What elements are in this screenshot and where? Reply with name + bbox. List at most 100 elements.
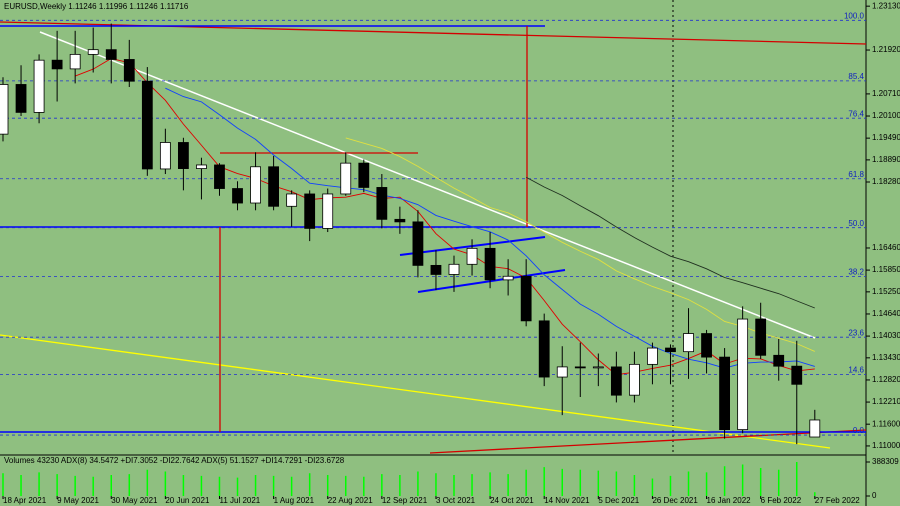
candle-body (574, 366, 586, 369)
volume-tick-label: 0 (872, 491, 877, 500)
moving-average (525, 176, 815, 309)
y-tick-label: 1.18280 (872, 177, 900, 186)
candle-body (0, 84, 9, 135)
chart-title: EURUSD,Weekly 1.11246 1.11996 1.11246 1.… (4, 2, 189, 11)
y-tick-label: 1.19490 (872, 133, 900, 142)
fib-label: 85.4 (848, 72, 864, 81)
candle-body (268, 166, 280, 207)
x-tick-label: 16 Jan 2022 (707, 496, 752, 505)
x-tick-label: 20 Jun 2021 (165, 496, 210, 505)
fib-label: 14.6 (848, 366, 864, 375)
candle-body (556, 366, 568, 378)
candle-body (647, 347, 658, 365)
x-tick-label: 6 Feb 2022 (761, 496, 802, 505)
x-tick-label: 18 Apr 2021 (3, 496, 47, 505)
fib-label: 100.0 (844, 11, 865, 20)
candle-body (592, 366, 604, 369)
candle-body (394, 218, 406, 223)
x-tick-label: 12 Sep 2021 (382, 496, 428, 505)
x-tick-label: 11 Jul 2021 (219, 496, 260, 505)
x-tick-label: 3 Oct 2021 (436, 496, 476, 505)
volume-tick-label: 388309 (872, 457, 899, 466)
candle-body (15, 84, 27, 113)
candle-body (232, 188, 243, 204)
y-tick-label: 1.13430 (872, 353, 900, 362)
candle-body (105, 49, 117, 60)
candle-body (809, 419, 821, 438)
candle-body (250, 166, 261, 204)
candle-body (755, 318, 767, 356)
candle-body (484, 247, 496, 281)
fib-label: 23.6 (848, 328, 864, 337)
candle-body (701, 333, 712, 358)
x-tick-label: 5 Dec 2021 (598, 496, 639, 505)
y-tick-label: 1.11000 (872, 441, 900, 450)
trend-line (429, 429, 867, 454)
fib-label: 50.0 (848, 219, 864, 228)
candle-body (376, 187, 388, 220)
candle-body (123, 59, 135, 82)
y-tick-label: 1.20710 (872, 89, 900, 98)
y-tick-label: 1.18890 (872, 155, 900, 164)
candle-body (665, 347, 676, 353)
candle-body (358, 162, 370, 188)
y-tick-label: 1.15250 (872, 287, 900, 296)
y-tick-label: 1.12820 (872, 375, 900, 384)
x-tick-label: 30 May 2021 (111, 496, 158, 505)
trend-line (39, 31, 816, 339)
candle-body (773, 354, 785, 367)
candle-body (502, 275, 514, 281)
candle-body (683, 333, 694, 353)
candle-body (51, 59, 63, 70)
y-tick-label: 1.23130 (872, 1, 900, 10)
candle-body (69, 53, 81, 70)
moving-average (345, 137, 815, 352)
y-tick-label: 1.14640 (872, 309, 900, 318)
candle-body (610, 366, 622, 396)
candle-body (719, 356, 730, 431)
x-tick-label: 26 Dec 2021 (652, 496, 698, 505)
candle-body (412, 221, 424, 266)
candle-body (304, 193, 316, 229)
fib-label: 76.4 (848, 109, 864, 118)
x-tick-label: 1 Aug 2021 (274, 496, 315, 505)
candle-body (33, 59, 45, 113)
x-tick-label: 22 Aug 2021 (328, 496, 373, 505)
fib-label: 38.2 (848, 268, 864, 277)
y-tick-label: 1.15850 (872, 265, 900, 274)
y-tick-label: 1.11600 (872, 419, 900, 428)
candle-body (430, 264, 442, 275)
y-tick-label: 1.21920 (872, 45, 900, 54)
candle-body (159, 142, 171, 170)
y-tick-label: 1.12210 (872, 397, 900, 406)
candle-body (87, 49, 99, 55)
y-tick-label: 1.16460 (872, 243, 900, 252)
candle-body (520, 275, 532, 322)
moving-average (74, 58, 815, 376)
candle-body (177, 142, 189, 169)
indicator-title: Volumes 43230 ADX(8) 34.5472 +DI7.3052 -… (4, 456, 345, 465)
candle-body (214, 164, 225, 189)
trend-line (0, 334, 831, 449)
x-tick-label: 9 May 2021 (57, 496, 99, 505)
candle-body (141, 80, 153, 170)
y-tick-label: 1.14030 (872, 331, 900, 340)
candle-body (448, 263, 460, 275)
x-tick-label: 24 Oct 2021 (490, 496, 534, 505)
x-tick-label: 14 Nov 2021 (544, 496, 590, 505)
candle-body (322, 193, 334, 229)
candle-body (737, 318, 749, 431)
fib-label: 0.0 (853, 426, 865, 435)
candle-body (538, 320, 550, 378)
candle-body (340, 162, 352, 195)
y-tick-label: 1.20100 (872, 111, 900, 120)
candle-body (466, 247, 478, 265)
candle-body (791, 365, 803, 385)
fib-label: 61.8 (848, 170, 864, 179)
candle-body (196, 164, 207, 169)
channel-line (417, 269, 566, 293)
candle-body (629, 363, 640, 396)
x-tick-label: 27 Feb 2022 (815, 496, 860, 505)
